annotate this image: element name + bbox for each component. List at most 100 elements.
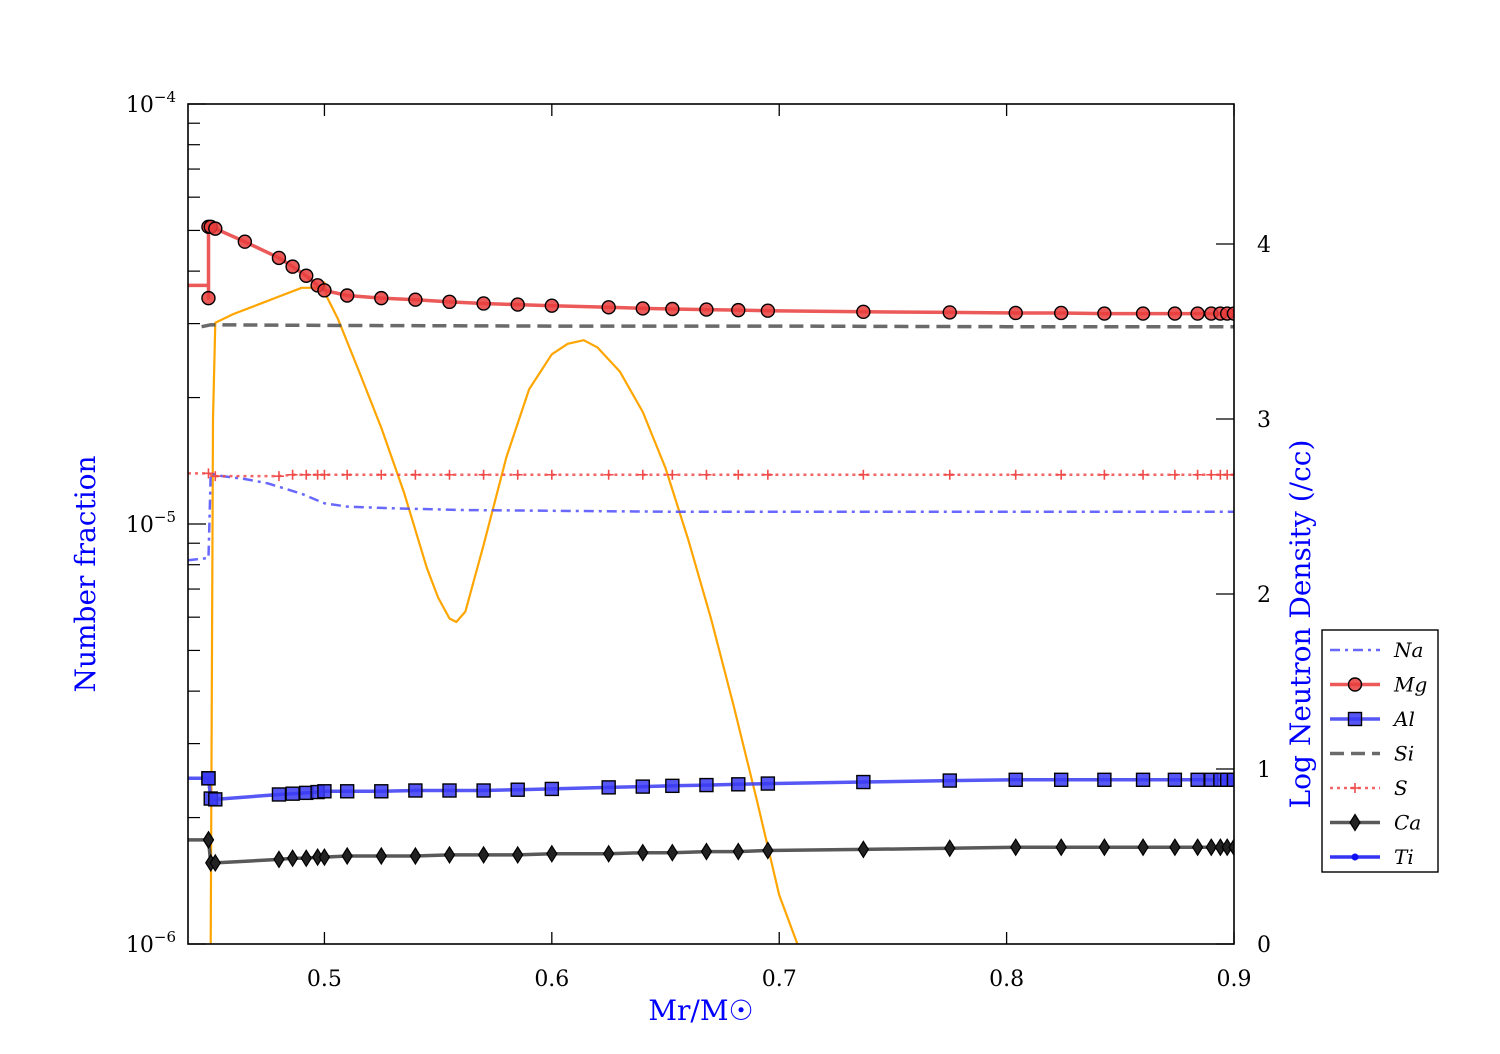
- series-point-s: [273, 471, 284, 482]
- series-line-ca: [188, 838, 1234, 865]
- series-point-mg: [339, 288, 355, 303]
- series-point-s: [203, 468, 214, 479]
- series-point-s: [1099, 469, 1110, 480]
- series-point-al: [1097, 772, 1112, 788]
- series-point-al: [339, 784, 355, 799]
- series-point-mg: [1008, 305, 1023, 321]
- legend-box: [1321, 629, 1439, 873]
- y-tick-label: 10−5: [126, 508, 176, 538]
- series-point-s: [376, 469, 387, 480]
- legend-label-s: S: [1394, 776, 1408, 800]
- series-point-al: [544, 781, 560, 797]
- series-point-ca: [286, 849, 299, 868]
- series-point-mg: [201, 290, 216, 306]
- legend-marker-al: [1347, 711, 1363, 727]
- series-point-mg: [510, 297, 525, 312]
- series-point-mg: [635, 301, 650, 316]
- series-point-al: [208, 792, 223, 807]
- series-point-mg: [665, 301, 680, 317]
- y-right-tick-label: 1: [1257, 758, 1271, 783]
- series-point-s: [410, 469, 421, 480]
- x-tick-label: 0.9: [1217, 967, 1252, 992]
- series-point-al: [201, 771, 216, 786]
- series-point-al: [699, 777, 714, 793]
- series-point-s: [1206, 469, 1217, 480]
- series-point-al: [1190, 772, 1205, 788]
- legend-label-na: Na: [1393, 638, 1423, 662]
- series-point-al: [760, 776, 776, 791]
- series-point-mg: [731, 302, 746, 318]
- series-point-ca: [1191, 838, 1204, 857]
- series-point-s: [1229, 469, 1234, 480]
- series-point-ca: [732, 842, 744, 861]
- series-point-s: [733, 469, 744, 480]
- series-point-al: [665, 778, 680, 794]
- series-point-mg: [285, 259, 300, 274]
- series-point-mg: [476, 296, 491, 311]
- series-point-ca: [1009, 838, 1022, 857]
- series-point-s: [1010, 469, 1021, 480]
- series-point-s: [1192, 469, 1203, 480]
- series-point-mg: [601, 300, 616, 315]
- series-point-ca: [512, 845, 524, 865]
- y-tick-label: 10−4: [126, 88, 176, 118]
- x-tick-label: 0.5: [307, 967, 342, 992]
- series-point-ca: [443, 845, 456, 865]
- series-point-ca: [477, 845, 490, 865]
- series-point-s: [478, 469, 489, 480]
- series-point-al: [1008, 772, 1023, 788]
- series-point-ca: [602, 844, 615, 863]
- series-point-s: [444, 469, 455, 480]
- series-point-mg: [237, 234, 253, 249]
- x-tick-label: 0.7: [762, 967, 797, 992]
- series-point-ca: [637, 843, 649, 862]
- legend: Na Mg Al Si S Ca Ti: [1321, 629, 1439, 873]
- series-point-al: [510, 782, 525, 797]
- series-line-na: [188, 472, 1234, 562]
- series-point-al: [271, 787, 287, 802]
- series-point-al: [1053, 772, 1069, 788]
- series-point-mg: [442, 294, 457, 310]
- series-point-s: [210, 471, 221, 482]
- y-axis-title: Number fraction: [69, 455, 102, 692]
- series-point-ca: [666, 843, 679, 862]
- series-point-al: [601, 780, 616, 795]
- series-point-ca: [341, 846, 353, 866]
- series-point-mg: [699, 302, 714, 317]
- y-right-tick-label: 3: [1257, 408, 1271, 433]
- series-point-mg: [1097, 306, 1112, 321]
- legend-label-si: Si: [1394, 742, 1414, 766]
- data-layer: [188, 219, 1234, 944]
- series-point-s: [1056, 469, 1067, 480]
- y-right-tick-label: 4: [1257, 233, 1271, 258]
- series-point-mg: [856, 304, 871, 320]
- series-point-mg: [1167, 306, 1183, 321]
- axes: 0.5 0.6 0.7 0.8 0.9 10−6 10−5 10−4 0 1 2 3 4 Mr/M☉ Num…: [69, 88, 1317, 1027]
- series-point-ca: [1205, 838, 1217, 857]
- series-point-ca: [300, 849, 312, 868]
- series-point-mg: [1135, 306, 1151, 321]
- series-point-s: [637, 469, 648, 480]
- series-point-s: [287, 469, 298, 480]
- series-line-si: [201, 323, 1234, 329]
- x-tick-label: 0.6: [534, 967, 569, 992]
- series-point-s: [546, 469, 557, 480]
- series-point-mg: [317, 283, 332, 298]
- series-point-al: [408, 783, 423, 798]
- series-point-al: [1167, 772, 1183, 788]
- series-point-mg: [208, 221, 223, 236]
- series-point-al: [285, 786, 300, 801]
- legend-marker-ti: [1351, 853, 1359, 861]
- series-point-mg: [1190, 306, 1205, 321]
- series-point-s: [762, 469, 773, 480]
- series-point-s: [319, 469, 330, 480]
- series-point-mg: [1053, 305, 1069, 321]
- series-point-s: [301, 469, 312, 480]
- series-point-ca: [318, 848, 331, 867]
- x-tick-label: 0.8: [989, 967, 1024, 992]
- y-tick-label: 10−6: [126, 928, 176, 958]
- series-point-s: [667, 469, 678, 480]
- plot-area: [188, 219, 1234, 944]
- series-point-al: [442, 783, 457, 798]
